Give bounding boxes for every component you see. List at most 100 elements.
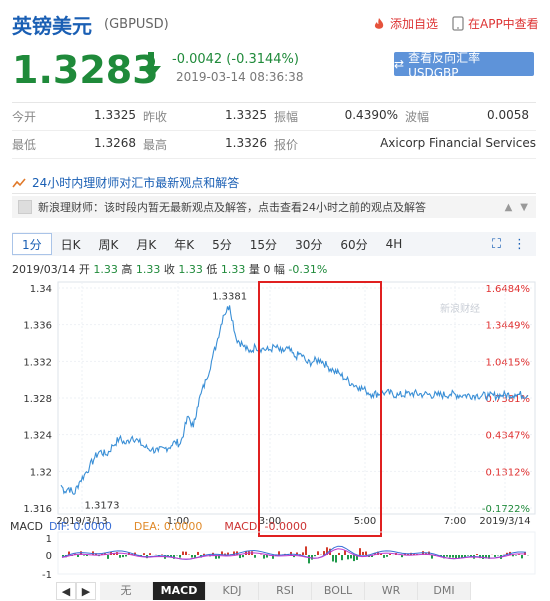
tab-5min[interactable]: 5分 xyxy=(212,237,232,252)
y-tick-label: 1.32 xyxy=(30,467,52,478)
tab-30min[interactable]: 30分 xyxy=(295,237,323,252)
news-prev-icon[interactable]: ▲ xyxy=(504,201,513,213)
pct-tick-label: 0.7381% xyxy=(486,394,531,405)
tab-4h[interactable]: 4H xyxy=(385,237,403,251)
macd-bar xyxy=(224,553,226,555)
low-label: 低 xyxy=(206,263,218,276)
macd-bar xyxy=(353,555,355,562)
macd-bar xyxy=(311,555,313,560)
tab-weekly-k[interactable]: 周K xyxy=(98,237,119,252)
macd-bar xyxy=(356,555,358,560)
next-indicator-icon[interactable]: ▶ xyxy=(76,582,96,600)
pct-tick-label: 1.3449% xyxy=(486,321,531,332)
quote-time: 2019-03-14 08:36:38 xyxy=(176,70,304,84)
macd-bar xyxy=(86,555,88,556)
ticker-symbol: (GBPUSD) xyxy=(104,17,169,32)
macd-bar xyxy=(221,551,223,555)
macd-bar xyxy=(83,555,85,556)
indicator-tab-kdj[interactable]: KDJ xyxy=(206,582,259,600)
macd-bar xyxy=(506,552,508,555)
indicator-tab-boll[interactable]: BOLL xyxy=(312,582,365,600)
macd-bar xyxy=(308,555,310,564)
macd-bar xyxy=(449,555,451,558)
macd-bar xyxy=(470,555,472,557)
macd-bar xyxy=(296,552,298,555)
macd-bar xyxy=(332,555,334,562)
macd-bar xyxy=(119,555,121,558)
indicator-tab-rsi[interactable]: RSI xyxy=(259,582,312,600)
macd-bar xyxy=(455,555,457,559)
price-series-line xyxy=(60,305,529,495)
y-tick-label: 1.316 xyxy=(23,504,52,515)
advisor-news-item[interactable]: 新浪理财师：该时段内暂无最新观点及解答，点击查看24小时之前的观点及解答 ▲ ▼ xyxy=(12,196,536,218)
fullscreen-icon[interactable]: ⛶ xyxy=(491,236,501,252)
macd-bar xyxy=(185,551,187,555)
macd-bar xyxy=(494,555,496,557)
indicator-tabs: ◀ ▶ 无 MACD KDJ RSI BOLL WR DMI xyxy=(56,582,471,600)
advisor-news-title: 24小时内理财师对汇市最新观点和解答 xyxy=(32,176,240,190)
low-value: 1.33 xyxy=(220,263,246,276)
stat-value: 0.0058 xyxy=(487,108,529,122)
macd-bar xyxy=(77,555,79,557)
news-next-icon[interactable]: ▼ xyxy=(520,201,528,213)
macd-bar xyxy=(323,551,325,555)
y-tick-label: 1.336 xyxy=(23,321,52,332)
stat-open: 今开 1.3325 xyxy=(12,108,143,125)
x-tick-label: 5:00 xyxy=(354,516,376,527)
add-watchlist-button[interactable]: 添加自选 xyxy=(372,15,438,32)
macd-legend: MACD DIF: 0.0000 DEA: 0.0000 MACD: -0.00… xyxy=(10,520,307,533)
app-view-button[interactable]: 在APP中查看 xyxy=(452,15,539,32)
down-arrow-icon xyxy=(140,50,162,84)
pct-tick-label: 1.0415% xyxy=(486,357,531,368)
pct-tick-label: 1.6484% xyxy=(486,284,531,295)
macd-bar xyxy=(374,552,376,555)
amplitude-label: 幅 xyxy=(273,263,285,276)
stats-row: 今开 1.3325 昨收 1.3325 振幅 0.4390% 波幅 0.0058 xyxy=(12,103,536,131)
indicator-tab-wr[interactable]: WR xyxy=(365,582,418,600)
macd-bar xyxy=(413,553,415,555)
stat-label: 最低 xyxy=(12,138,37,152)
macd-bar xyxy=(173,555,175,559)
y-tick-label: 1.328 xyxy=(23,394,52,405)
prev-indicator-icon[interactable]: ◀ xyxy=(56,582,76,600)
macd-bar xyxy=(401,555,403,558)
tab-daily-k[interactable]: 日K xyxy=(60,237,81,252)
macd-bar xyxy=(362,551,364,555)
macd-bar xyxy=(317,551,319,555)
macd-bar xyxy=(239,555,241,559)
x-tick-label: 2019/3/13 xyxy=(56,516,107,527)
reverse-rate-button[interactable]: ⇄ 查看反向汇率 USDGBP xyxy=(394,51,534,80)
tab-1min[interactable]: 1分 xyxy=(12,233,52,255)
macd-bar xyxy=(407,553,409,555)
highlight-box xyxy=(258,281,382,537)
tab-60min[interactable]: 60分 xyxy=(340,237,368,252)
price-chart[interactable]: 1.34 1.336 1.332 1.328 1.324 1.32 1.316 1.6484%… xyxy=(0,278,550,578)
macd-bar xyxy=(122,555,124,558)
tab-monthly-k[interactable]: 月K xyxy=(136,237,157,252)
x-tick-label: 3:00 xyxy=(259,516,281,527)
macd-bar xyxy=(344,550,346,555)
stat-label: 最高 xyxy=(143,138,168,152)
settings-icon[interactable]: ⋮ xyxy=(513,236,526,252)
indicator-tab-macd[interactable]: MACD xyxy=(153,582,206,600)
macd-bar xyxy=(461,555,463,559)
macd-bar xyxy=(68,551,70,555)
tab-yearly-k[interactable]: 年K xyxy=(174,237,195,252)
pct-tick-label: 0.1312% xyxy=(486,467,531,478)
macd-bar xyxy=(518,554,520,555)
macd-bar xyxy=(326,547,328,555)
macd-bar xyxy=(338,552,340,555)
stat-label: 波幅 xyxy=(405,110,430,124)
tab-15min[interactable]: 15分 xyxy=(249,237,278,252)
indicator-tab-none[interactable]: 无 xyxy=(100,582,153,600)
macd-bar xyxy=(341,555,343,561)
advisor-news-header[interactable]: 24小时内理财师对汇市最新观点和解答 xyxy=(12,172,536,194)
stat-label: 报价 xyxy=(274,138,299,152)
macd-bar xyxy=(389,553,391,555)
macd-frame xyxy=(57,531,536,575)
macd-bar xyxy=(227,552,229,555)
page-title: 英镑美元 xyxy=(12,14,92,38)
stat-value: 1.3326 xyxy=(225,136,267,150)
indicator-tab-dmi[interactable]: DMI xyxy=(418,582,471,600)
macd-bar xyxy=(386,555,388,557)
